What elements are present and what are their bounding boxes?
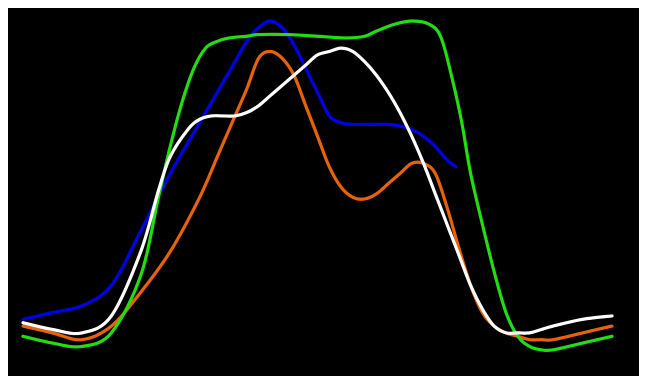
line-chart: [21, 19, 614, 353]
series-line-1: [21, 19, 458, 321]
series-line-4: [21, 46, 614, 336]
series-line-3: [21, 19, 614, 353]
plot-area: [8, 8, 639, 376]
